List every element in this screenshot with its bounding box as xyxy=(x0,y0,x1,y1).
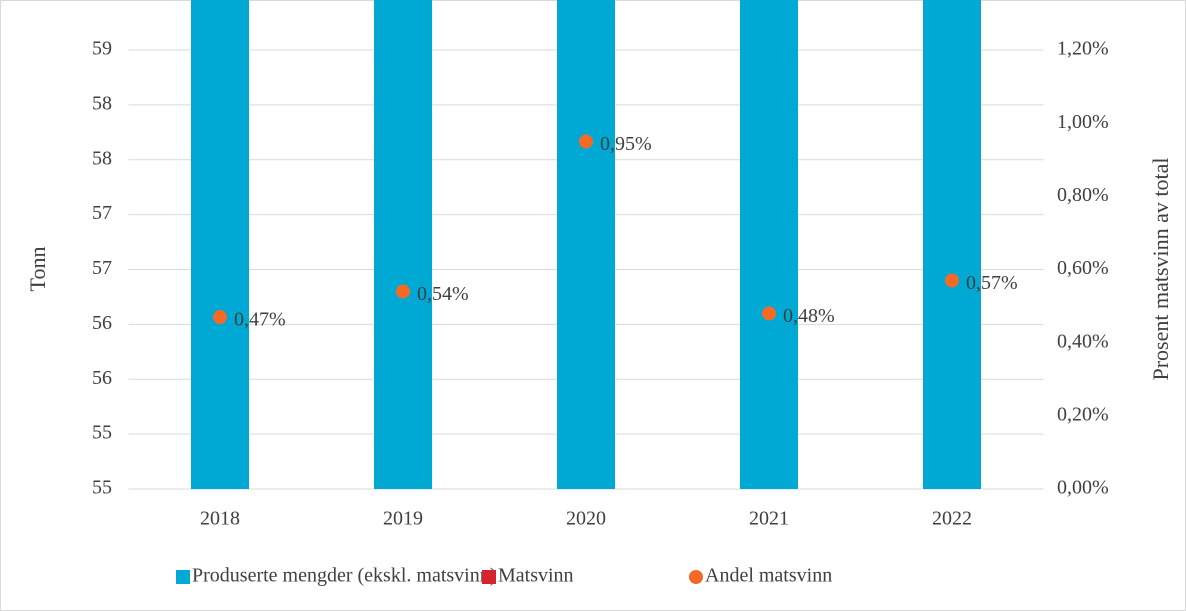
y-axis-title: Tonn xyxy=(25,247,50,292)
y-tick-label: 55 xyxy=(92,477,112,499)
y-tick-label: 58 xyxy=(92,92,112,114)
y2-tick-label: 0,20% xyxy=(1057,403,1109,425)
bar xyxy=(374,0,432,489)
x-tick-label: 2018 xyxy=(200,508,240,530)
point xyxy=(396,284,410,299)
point xyxy=(579,134,593,149)
y-tick-label: 57 xyxy=(92,202,112,224)
bar xyxy=(923,0,981,489)
x-tick-label: 2021 xyxy=(749,508,789,530)
data-label: 0,54% xyxy=(417,283,469,305)
legend-swatch xyxy=(176,570,190,584)
legend-swatch xyxy=(482,570,496,584)
data-label: 0,47% xyxy=(234,309,286,331)
legend-label: Matsvinn xyxy=(498,565,574,587)
data-label: 0,95% xyxy=(600,133,652,155)
y-tick-label: 56 xyxy=(92,312,112,334)
y2-tick-label: 0,00% xyxy=(1057,477,1109,499)
bar xyxy=(557,0,615,489)
bar xyxy=(740,0,798,489)
data-label: 0,48% xyxy=(783,305,835,327)
x-tick-label: 2019 xyxy=(383,508,423,530)
point xyxy=(213,310,227,325)
y2-axis-title: Prosent matsvinn av total xyxy=(1148,157,1173,380)
bar xyxy=(191,0,249,489)
x-tick-label: 2022 xyxy=(932,508,972,530)
y2-tick-label: 0,60% xyxy=(1057,257,1109,279)
data-label: 0,57% xyxy=(966,272,1018,294)
y2-tick-label: 0,40% xyxy=(1057,330,1109,352)
point xyxy=(762,306,776,321)
y-tick-label: 59 xyxy=(92,38,112,60)
legend-swatch xyxy=(689,570,703,584)
point xyxy=(945,273,959,288)
y-tick-label: 56 xyxy=(92,367,112,389)
y2-tick-label: 1,20% xyxy=(1057,38,1109,60)
y-tick-label: 58 xyxy=(92,147,112,169)
y2-tick-label: 1,00% xyxy=(1057,111,1109,133)
y-tick-label: 55 xyxy=(92,422,112,444)
y-tick-label: 57 xyxy=(92,257,112,279)
y2-tick-label: 0,80% xyxy=(1057,184,1109,206)
legend-label: Andel matsvinn xyxy=(705,565,832,587)
legend-label: Produserte mengder (ekskl. matsvinn) xyxy=(192,565,496,587)
x-tick-label: 2020 xyxy=(566,508,606,530)
